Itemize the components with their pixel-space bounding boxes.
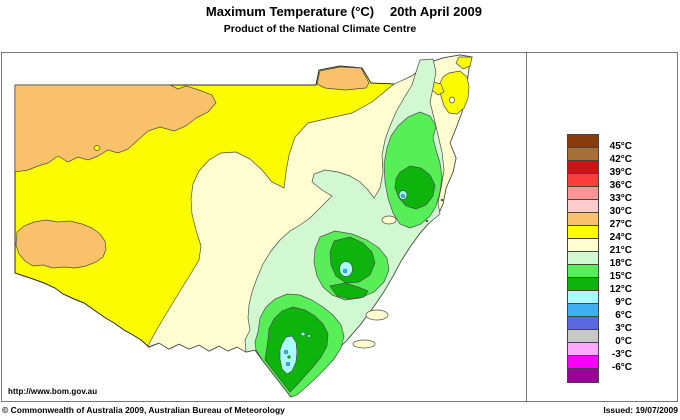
page-title: Maximum Temperature (°C) — [205, 4, 375, 19]
legend-cell — [568, 278, 598, 291]
legend-label: 6°C — [615, 310, 632, 321]
legend-label: 21°C — [609, 245, 632, 256]
map-region-sky-south-dot-1 — [283, 349, 289, 355]
legend-cell — [568, 356, 598, 369]
page-date: 20th April 2009 — [390, 4, 483, 19]
legend-cell — [568, 239, 598, 252]
map-region-sky-central-dot — [342, 268, 348, 274]
legend-cell — [568, 317, 598, 330]
map-region-cream-islet-1 — [381, 215, 397, 225]
legend-cell — [568, 265, 598, 278]
legend-cell — [568, 200, 598, 213]
legend-cell — [568, 187, 598, 200]
map-svg — [14, 54, 473, 398]
legend-label: 3°C — [615, 323, 632, 334]
map-region-green-central-south — [329, 282, 369, 300]
legend-cell — [568, 161, 598, 174]
map-region-sky-south-dot-2 — [285, 361, 291, 367]
legend-cell — [568, 343, 598, 356]
legend-label: 24°C — [609, 232, 632, 243]
legend-label: 39°C — [609, 167, 632, 178]
legend-label: 12°C — [609, 284, 632, 295]
map-region-cyan-speck-2 — [307, 334, 311, 338]
legend-cell — [568, 174, 598, 187]
legend-panel-divider — [526, 52, 527, 402]
footer-issued: Issued: 19/07/2009 — [603, 405, 678, 415]
legend-label: 15°C — [609, 271, 632, 282]
legend-label: -6°C — [611, 362, 632, 373]
legend-label: 33°C — [609, 193, 632, 204]
map-region-coast-speck-2 — [425, 220, 429, 222]
map-region-cyan-south-9-12 — [279, 335, 298, 375]
map-region-cream-islet-3 — [352, 339, 376, 349]
legend-label: 45°C — [609, 141, 632, 152]
legend-label: 9°C — [615, 297, 632, 308]
legend-label: 0°C — [615, 336, 632, 347]
legend-colorbar — [567, 134, 599, 383]
legend-label: 36°C — [609, 180, 632, 191]
legend-label: -3°C — [611, 349, 632, 360]
map-region-yellow-islet-nw — [93, 145, 101, 151]
map-region-green-speck-in-cyan — [287, 355, 291, 359]
legend-label: 42°C — [609, 154, 632, 165]
footer-copyright: © Commonwealth of Australia 2009, Austra… — [2, 405, 285, 415]
legend-cell — [568, 304, 598, 317]
legend-cell — [568, 291, 598, 304]
legend-cell — [568, 330, 598, 343]
map-region-yellow-ne-corner — [455, 56, 473, 70]
legend-cell — [568, 369, 598, 382]
bom-url-label: http://www.bom.gov.au — [8, 387, 98, 396]
map-region-coast-speck-1 — [440, 199, 444, 201]
map-region-orange-northwest-27-30 — [14, 84, 217, 173]
map-region-orange-north-bump-27-30 — [316, 66, 370, 91]
map-region-cyan-central-9-12 — [339, 261, 353, 277]
map-region-cream-hole-ne-blob — [449, 96, 455, 104]
map-region-cyan-speck-1 — [300, 331, 306, 337]
legend-cell — [568, 148, 598, 161]
legend-labels: 45°C 42°C 39°C 36°C 33°C 30°C 27°C 24°C 21°C 18°C… — [592, 134, 632, 381]
map-region-sky-north-dot — [401, 193, 406, 198]
legend-label: 27°C — [609, 219, 632, 230]
legend-label: 30°C — [609, 206, 632, 217]
page-subtitle: Product of the National Climate Centre — [223, 23, 417, 35]
map-region-orange-west-blob-27-30 — [15, 219, 107, 269]
legend-label: 18°C — [609, 258, 632, 269]
map-region-cream-islet-2 — [365, 309, 389, 321]
legend-cell — [568, 135, 598, 148]
legend-cell — [568, 226, 598, 239]
legend-cell — [568, 252, 598, 265]
legend-cell — [568, 213, 598, 226]
